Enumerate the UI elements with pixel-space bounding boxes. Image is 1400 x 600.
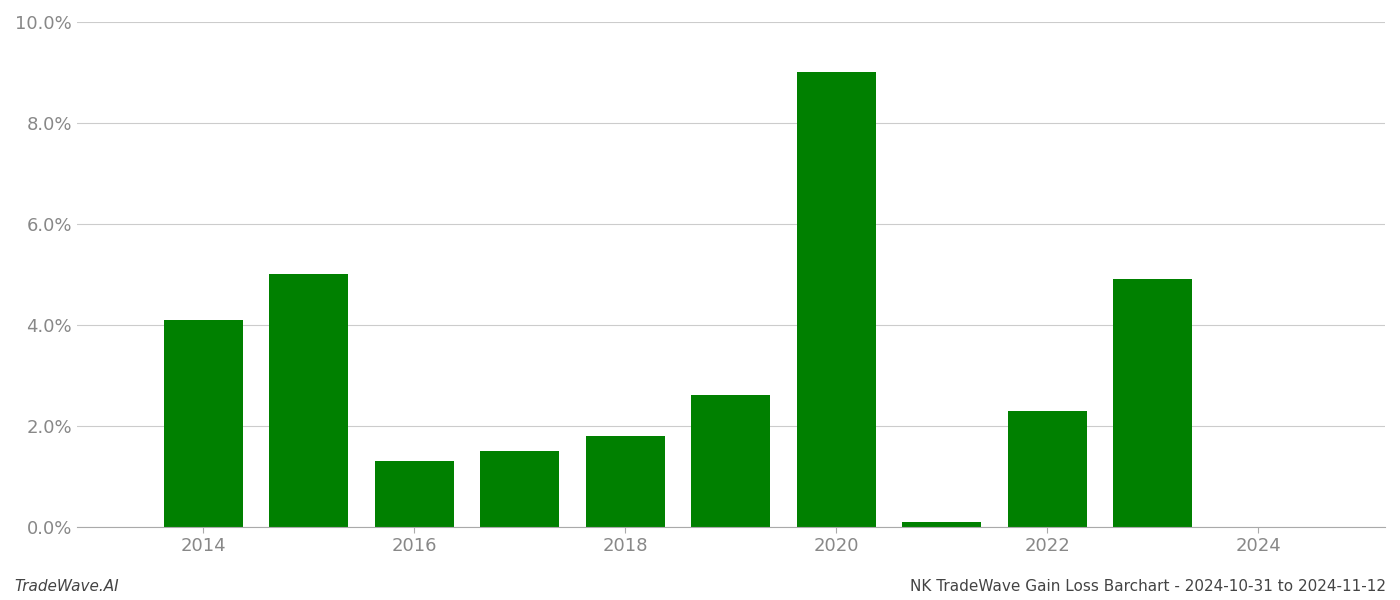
Text: NK TradeWave Gain Loss Barchart - 2024-10-31 to 2024-11-12: NK TradeWave Gain Loss Barchart - 2024-1… [910, 579, 1386, 594]
Bar [585, 436, 665, 527]
Bar [269, 274, 349, 527]
Bar [1008, 410, 1086, 527]
Bar [797, 73, 876, 527]
Bar [692, 395, 770, 527]
Bar [164, 320, 242, 527]
Bar [480, 451, 560, 527]
Bar [1113, 280, 1193, 527]
Bar [375, 461, 454, 527]
Bar [902, 521, 981, 527]
Text: TradeWave.AI: TradeWave.AI [14, 579, 119, 594]
